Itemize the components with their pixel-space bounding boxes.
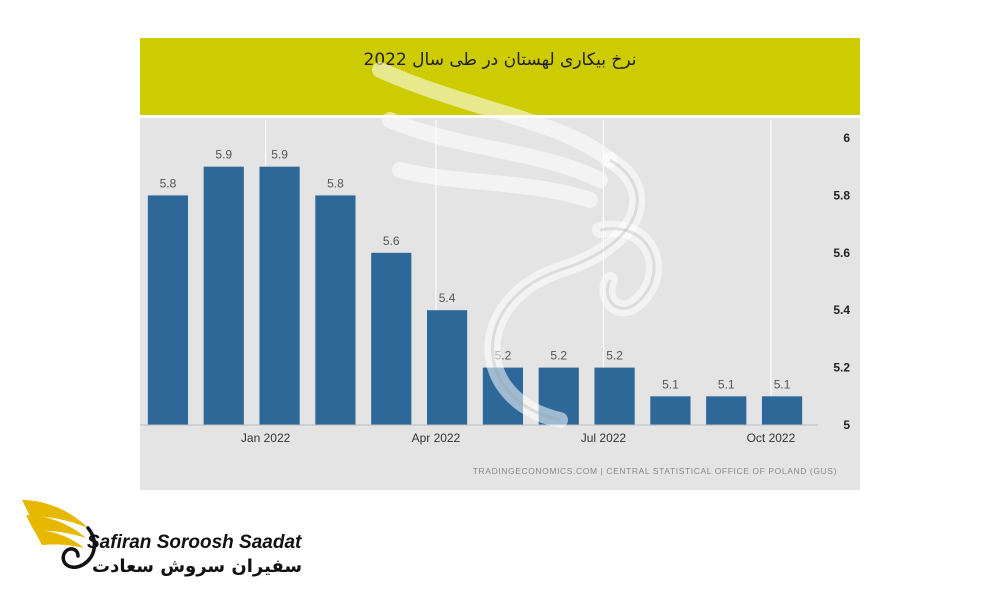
x-tick-label: Jul 2022 (581, 431, 627, 445)
y-tick-label: 5.4 (833, 303, 850, 317)
data-label: 5.6 (383, 234, 400, 248)
bar (761, 396, 803, 425)
y-tick-label: 6 (843, 131, 850, 145)
y-tick-label: 5.2 (833, 361, 850, 375)
bar (426, 310, 468, 425)
x-tick-label: Apr 2022 (412, 431, 461, 445)
bar (371, 252, 412, 425)
data-label: 5.1 (718, 377, 735, 391)
bar (650, 396, 691, 425)
data-label: 5.4 (439, 291, 456, 305)
bar (147, 195, 189, 425)
data-label: 5.8 (160, 176, 177, 190)
y-tick-label: 5 (843, 418, 850, 432)
bar (259, 166, 300, 425)
brand-name-persian: سفیران سروش سعادت (92, 556, 303, 577)
data-label: 5.9 (271, 148, 288, 162)
bar (315, 195, 356, 425)
y-tick-label: 5.6 (833, 246, 850, 260)
data-label: 5.1 (774, 377, 791, 391)
data-label: 5.1 (662, 377, 679, 391)
source-note: TRADINGECONOMICS.COM | CENTRAL STATISTIC… (473, 466, 837, 476)
data-label: 5.8 (327, 176, 344, 190)
bar (706, 396, 747, 425)
brand-name-latin: Safiran Soroosh Saadat (87, 532, 302, 553)
x-tick-label: Oct 2022 (747, 431, 796, 445)
y-tick-label: 5.8 (833, 188, 850, 202)
x-tick-label: Jan 2022 (241, 431, 291, 445)
data-label: 5.9 (215, 148, 232, 162)
logo-bird-icon (22, 500, 97, 569)
bar (203, 166, 244, 425)
